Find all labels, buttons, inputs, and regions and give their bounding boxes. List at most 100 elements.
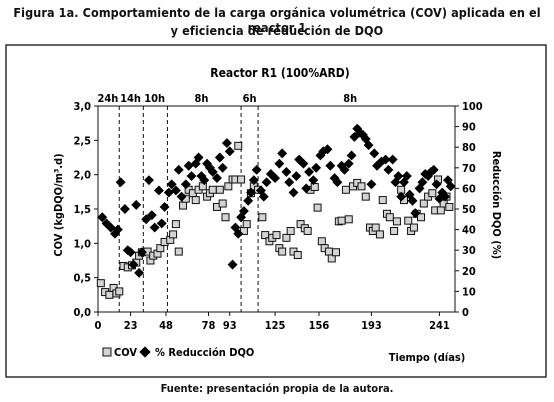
dqo-point (407, 195, 418, 206)
y-right-label: Reducción DQO (%) (490, 151, 503, 259)
dqo-point (214, 152, 225, 163)
legend: COV % Reducción DQO (102, 346, 254, 359)
cov-point (385, 213, 394, 222)
figure-subtitle: y eficiencia de reducción de DQO (170, 23, 384, 38)
chart: Reactor R1 (100%ARD) 24h 14h 10h 8h 6h 8h 0 23 4… (5, 44, 547, 378)
x-tick-label: 23 (124, 319, 138, 332)
y-right-tick-label: 0 (462, 306, 469, 319)
cov-point (191, 196, 200, 205)
cov-point (174, 247, 183, 256)
cov-point (296, 220, 305, 229)
cov-point (332, 248, 340, 257)
cov-point (409, 223, 418, 232)
dqo-point (153, 185, 164, 196)
dqo-point (322, 144, 333, 155)
cov-point (278, 247, 287, 256)
dqo-point (193, 152, 204, 163)
dqo-point (112, 224, 123, 235)
legend-cov-label: COV (114, 346, 137, 359)
legend-dqo-label: % Reducción DQO (155, 346, 254, 359)
chart-title: Reactor R1 (100%ARD) (210, 66, 349, 80)
phase-label: 8h (343, 92, 357, 105)
dqo-point (325, 160, 336, 171)
x-tick-label: 93 (223, 319, 237, 332)
chart-frame (5, 44, 547, 378)
cov-point (317, 237, 326, 246)
dqo-point (217, 162, 228, 173)
cov-point (313, 203, 322, 212)
cov-point (337, 216, 346, 225)
plot-layer: 24h 14h 10h 8h 6h 8h 0 23 48 78 93 125 156 193 241 0,0 0… (73, 92, 482, 332)
cov-point (404, 216, 413, 225)
phase-label: 8h (194, 92, 208, 105)
x-tick-label: 193 (361, 319, 382, 332)
cov-point (221, 213, 230, 222)
cov-point (357, 182, 366, 191)
cov-point (208, 185, 217, 194)
dqo-point (159, 201, 170, 212)
cov-point (341, 185, 350, 194)
x-tick-label: 125 (265, 319, 286, 332)
y-right-tick-label: 20 (462, 265, 476, 278)
dqo-point (387, 154, 398, 165)
dqo-point (170, 185, 181, 196)
cov-point (310, 183, 319, 192)
dqo-point (251, 164, 262, 175)
dqo-point (248, 175, 259, 186)
dqo-point (284, 177, 295, 188)
cov-point (215, 185, 224, 194)
dqo-point (393, 171, 404, 181)
dqo-point (233, 228, 244, 239)
dqo-point (199, 175, 210, 186)
y-right-tick-label: 70 (462, 162, 476, 175)
y-right-tick-label: 50 (462, 203, 476, 216)
cov-point (218, 199, 227, 208)
dqo-point (366, 179, 377, 190)
dqo-point (238, 206, 249, 217)
cov-point (169, 230, 178, 239)
cov-point (417, 213, 425, 222)
dqo-point (274, 158, 285, 169)
dqo-point (369, 148, 380, 159)
dqo-point (97, 212, 108, 223)
phase-label: 24h (98, 92, 119, 105)
cov-point (324, 247, 333, 256)
dqo-point (258, 191, 269, 202)
cov-point (115, 287, 124, 296)
cov-point (105, 290, 114, 299)
x-axis-label: Tiempo (días) (389, 351, 466, 364)
cov-point (327, 254, 336, 263)
dqo-point (298, 158, 309, 169)
dqo-point (207, 166, 218, 177)
cov-point (445, 202, 454, 211)
x-tick-label: 0 (95, 319, 102, 332)
y-right-tick-label: 30 (462, 244, 476, 257)
dqo-point (186, 171, 197, 181)
legend-cov-marker (102, 347, 112, 357)
dqo-point (410, 208, 421, 219)
cov-point (419, 199, 428, 208)
dqo-point (396, 191, 407, 202)
dqo-point (149, 222, 160, 233)
cov-point (282, 233, 291, 242)
y-left-tick-label: 3,0 (73, 100, 91, 113)
dqo-point (128, 259, 139, 270)
cov-point (361, 192, 370, 201)
y-left-tick-label: 0,0 (73, 306, 91, 319)
phase-label: 14h (120, 92, 141, 105)
dqo-point (428, 164, 439, 175)
dqo-point (246, 187, 256, 198)
figure-title: Figura 1a. Comportamiento de la carga or… (13, 5, 541, 35)
dqo-point (431, 179, 442, 190)
dqo-point (243, 195, 254, 206)
dqo-point (261, 177, 272, 188)
dqo-point (166, 179, 177, 190)
dqo-point (277, 148, 288, 159)
y-right-tick-label: 80 (462, 141, 476, 154)
cov-point (303, 226, 312, 235)
dqo-point (146, 210, 157, 221)
cov-point (428, 189, 437, 198)
y-left-tick-label: 2,0 (73, 169, 91, 182)
dqo-point (380, 154, 391, 165)
dqo-point (131, 199, 142, 210)
